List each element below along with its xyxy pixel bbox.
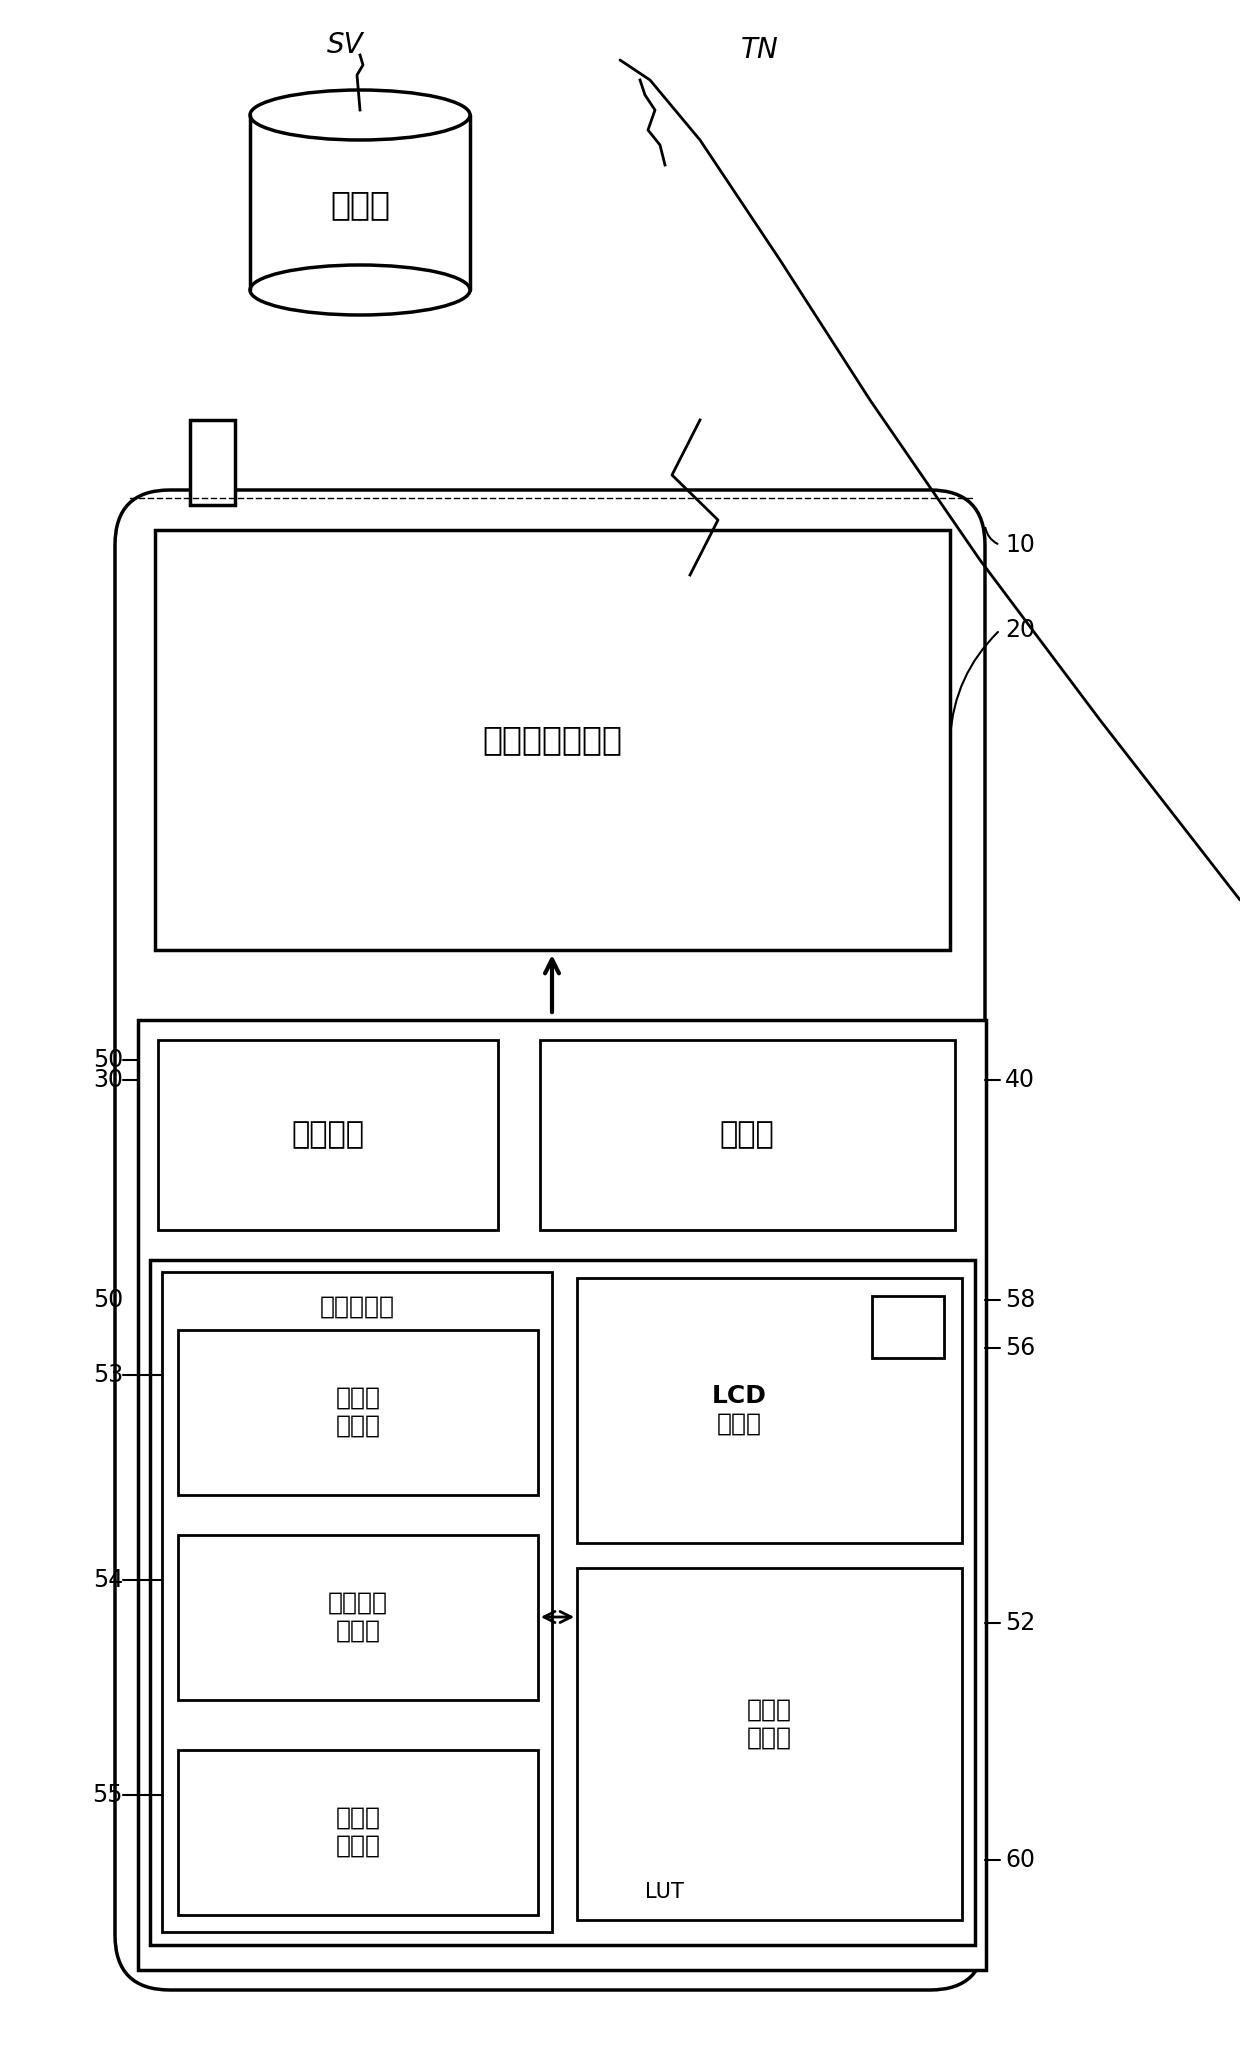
Text: 58: 58: [1004, 1288, 1035, 1312]
Text: 图像处理部: 图像处理部: [320, 1296, 394, 1318]
Ellipse shape: [250, 90, 470, 139]
Bar: [539, 1040, 955, 1230]
Bar: [577, 1277, 962, 1543]
Text: 54: 54: [93, 1568, 123, 1593]
Text: SV: SV: [326, 31, 363, 59]
Text: 服务器: 服务器: [330, 188, 391, 221]
Text: 40: 40: [1004, 1069, 1035, 1091]
Text: LUT: LUT: [645, 1881, 684, 1902]
Text: 浏览器: 浏览器: [719, 1120, 774, 1150]
FancyBboxPatch shape: [115, 489, 985, 1990]
Bar: [157, 1040, 498, 1230]
Text: 彩色液晶显示板: 彩色液晶显示板: [482, 723, 622, 757]
Bar: [577, 1568, 962, 1920]
Text: 50: 50: [93, 1288, 123, 1312]
Text: LCD
驱动器: LCD 驱动器: [712, 1384, 766, 1435]
Text: 30: 30: [93, 1069, 123, 1091]
Text: 53: 53: [93, 1363, 123, 1388]
Text: 52: 52: [1004, 1611, 1035, 1636]
Bar: [179, 1331, 538, 1494]
Text: 清晰度
变换部: 清晰度 变换部: [336, 1386, 381, 1437]
Text: 20: 20: [1004, 618, 1035, 643]
Bar: [138, 1019, 986, 1969]
Text: TN: TN: [742, 37, 779, 63]
Bar: [179, 1535, 538, 1699]
Text: 56: 56: [1004, 1337, 1035, 1359]
Text: 55: 55: [93, 1783, 123, 1808]
Bar: [150, 1261, 975, 1945]
Bar: [155, 530, 950, 950]
Text: 应用程序: 应用程序: [291, 1120, 365, 1150]
Bar: [179, 1750, 538, 1916]
Text: 10: 10: [1004, 532, 1035, 557]
Bar: [872, 1296, 944, 1357]
Text: 60: 60: [1004, 1848, 1035, 1873]
Text: 色调値
校正表: 色调値 校正表: [746, 1699, 791, 1750]
Text: 50: 50: [93, 1048, 123, 1073]
Text: 半色调
处理部: 半色调 处理部: [336, 1805, 381, 1859]
Bar: [162, 1271, 552, 1932]
Bar: [190, 420, 236, 506]
Text: 图像数据
校正部: 图像数据 校正部: [329, 1591, 388, 1644]
Ellipse shape: [250, 264, 470, 315]
